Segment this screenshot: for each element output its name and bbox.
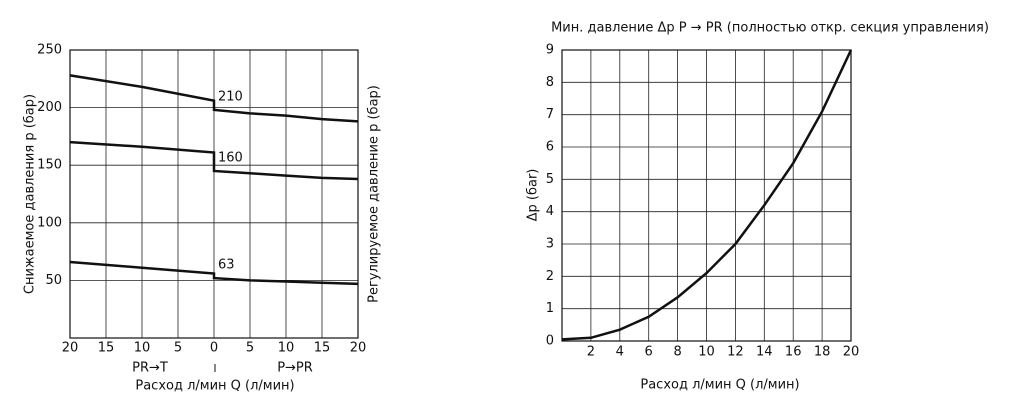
x-tick-label: 14 bbox=[756, 345, 773, 360]
y-tick-label: 1 bbox=[546, 301, 554, 316]
x-tick-label: 6 bbox=[645, 345, 653, 360]
x-tick-label: 20 bbox=[843, 345, 860, 360]
x-axis-label: Расход л/мин Q (л/мин) bbox=[135, 379, 294, 394]
curve-label: 160 bbox=[218, 150, 243, 165]
y-axis-label: Δp (бar) bbox=[526, 169, 541, 222]
y-tick-label: 150 bbox=[37, 158, 62, 173]
x-tick-label: 10 bbox=[698, 345, 715, 360]
y2-axis-label: Регулируемое давление р (бар) bbox=[367, 85, 382, 303]
y-tick-label: 7 bbox=[546, 107, 554, 122]
curve bbox=[69, 260, 359, 286]
x-tick-label: 15 bbox=[314, 341, 331, 356]
y-tick-label: 3 bbox=[546, 237, 554, 252]
direction-label: PR→T bbox=[132, 361, 168, 376]
plot-frame bbox=[69, 49, 359, 339]
x-tick-label: 2 bbox=[587, 345, 595, 360]
curve-label: 210 bbox=[218, 89, 243, 104]
x-tick-label: 10 bbox=[278, 341, 295, 356]
y-tick-label: 6 bbox=[546, 140, 554, 155]
y-tick-label: 100 bbox=[37, 215, 62, 230]
x-tick-label: 10 bbox=[134, 341, 151, 356]
y-tick-label: 8 bbox=[546, 75, 554, 90]
y-tick-label: 200 bbox=[37, 100, 62, 115]
x-tick-label: 8 bbox=[673, 345, 681, 360]
y-tick-label: 0 bbox=[546, 334, 554, 349]
plot-frame bbox=[561, 49, 852, 342]
y-axis-label: Снижаемое давления р (бар) bbox=[23, 94, 38, 294]
x-axis-label: Расход л/мин Q (л/мин) bbox=[640, 378, 799, 393]
x-tick-label: 20 bbox=[62, 341, 79, 356]
x-tick-label: 0 bbox=[210, 341, 218, 356]
y-tick-label: 250 bbox=[37, 43, 62, 58]
y-tick-label: 2 bbox=[546, 269, 554, 284]
chart-title: Мин. давление Δp P → PR (полностью откр.… bbox=[551, 21, 989, 36]
direction-label: P→PR bbox=[277, 361, 313, 376]
x-tick-label: 15 bbox=[98, 341, 115, 356]
x-tick-label: 5 bbox=[174, 341, 182, 356]
x-tick-label: 4 bbox=[616, 345, 624, 360]
x-tick-label: 5 bbox=[246, 341, 254, 356]
y-tick-label: 5 bbox=[546, 172, 554, 187]
y-tick-label: 9 bbox=[546, 43, 554, 58]
x-tick-label: 18 bbox=[814, 345, 831, 360]
x-tick-label: 16 bbox=[785, 345, 802, 360]
x-tick-label: 12 bbox=[727, 345, 744, 360]
curve-label: 63 bbox=[218, 258, 235, 273]
x-tick-label: 20 bbox=[350, 341, 367, 356]
y-tick-label: 4 bbox=[546, 204, 554, 219]
y-tick-label: 50 bbox=[45, 273, 62, 288]
curve bbox=[69, 140, 359, 181]
curve bbox=[69, 74, 359, 123]
curve bbox=[561, 49, 853, 341]
